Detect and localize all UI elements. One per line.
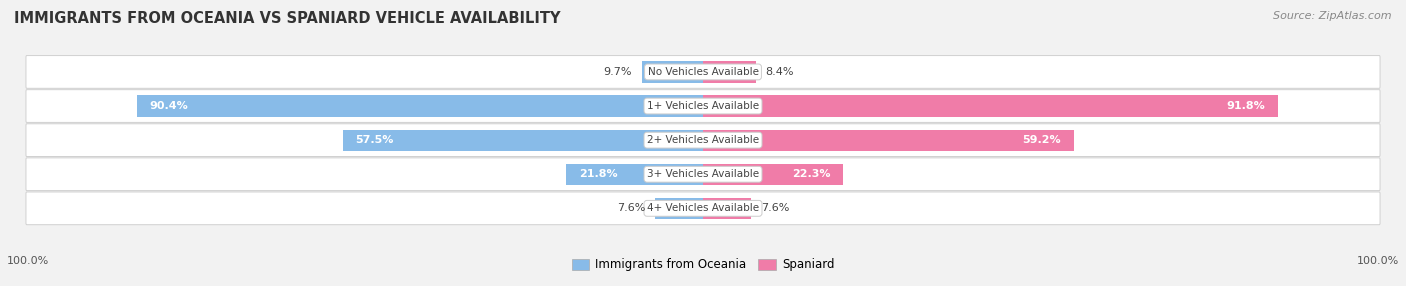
Bar <box>136 96 703 117</box>
FancyBboxPatch shape <box>25 192 1381 225</box>
Text: No Vehicles Available: No Vehicles Available <box>648 67 758 77</box>
Text: 59.2%: 59.2% <box>1022 135 1062 145</box>
Text: Source: ZipAtlas.com: Source: ZipAtlas.com <box>1274 11 1392 21</box>
FancyBboxPatch shape <box>25 55 1381 88</box>
Bar <box>703 198 751 219</box>
Text: 2+ Vehicles Available: 2+ Vehicles Available <box>647 135 759 145</box>
FancyBboxPatch shape <box>25 124 1381 156</box>
Text: 57.5%: 57.5% <box>356 135 394 145</box>
Text: 100.0%: 100.0% <box>7 256 49 266</box>
Bar <box>703 96 1278 117</box>
Text: 100.0%: 100.0% <box>1357 256 1399 266</box>
Text: 4+ Vehicles Available: 4+ Vehicles Available <box>647 203 759 213</box>
Bar <box>567 164 703 185</box>
Text: 7.6%: 7.6% <box>617 203 645 213</box>
Bar <box>655 198 703 219</box>
Bar <box>703 130 1074 151</box>
Text: 1+ Vehicles Available: 1+ Vehicles Available <box>647 101 759 111</box>
Text: 90.4%: 90.4% <box>149 101 188 111</box>
Bar <box>643 61 703 82</box>
Text: 7.6%: 7.6% <box>761 203 789 213</box>
Text: 21.8%: 21.8% <box>579 169 617 179</box>
Legend: Immigrants from Oceania, Spaniard: Immigrants from Oceania, Spaniard <box>567 254 839 276</box>
Bar <box>703 61 755 82</box>
FancyBboxPatch shape <box>25 90 1381 122</box>
Bar <box>703 164 842 185</box>
Text: 22.3%: 22.3% <box>792 169 830 179</box>
Bar <box>343 130 703 151</box>
Text: 8.4%: 8.4% <box>766 67 794 77</box>
Text: IMMIGRANTS FROM OCEANIA VS SPANIARD VEHICLE AVAILABILITY: IMMIGRANTS FROM OCEANIA VS SPANIARD VEHI… <box>14 11 561 26</box>
Text: 9.7%: 9.7% <box>603 67 633 77</box>
FancyBboxPatch shape <box>25 158 1381 190</box>
Text: 3+ Vehicles Available: 3+ Vehicles Available <box>647 169 759 179</box>
Text: 91.8%: 91.8% <box>1226 101 1265 111</box>
